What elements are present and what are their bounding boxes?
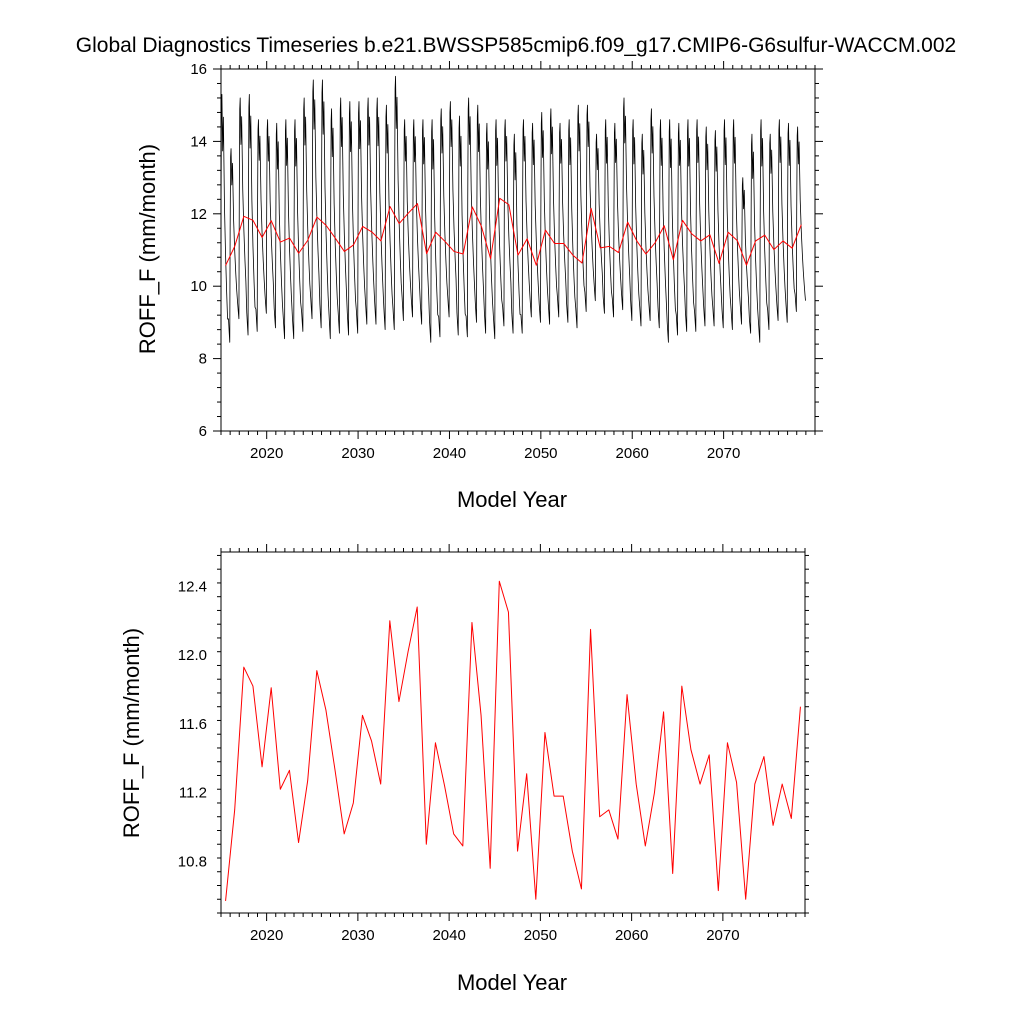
bottom-panel-x-tick-label: 2020 xyxy=(250,927,283,944)
top-panel-x-tick-label: 2060 xyxy=(616,445,649,462)
bottom-panel-y-tick-label: 11.2 xyxy=(179,785,207,802)
bottom-panel-x-tick-label: 2060 xyxy=(615,927,648,944)
bottom-panel: 2020 2030 2040 2050 2060 2070 10.8 11.2 11.6 12.0… xyxy=(119,544,809,995)
chart-title: Global Diagnostics Timeseries b.e21.BWSS… xyxy=(76,34,956,57)
bottom-panel-x-tick-label: 2050 xyxy=(524,927,557,944)
bottom-panel-series-annual-line xyxy=(225,580,801,902)
bottom-panel-y-tick-label: 12.0 xyxy=(178,647,207,664)
top-panel-frame xyxy=(220,68,816,432)
top-panel-x-tick-label: 2050 xyxy=(524,445,557,462)
top-panel-y-tick-label: 14 xyxy=(190,133,207,150)
bottom-panel-x-tick-label: 2040 xyxy=(432,927,465,944)
top-panel-x-tick-label: 2020 xyxy=(250,445,283,462)
bottom-panel-y-axis-title: ROFF_F (mm/month) xyxy=(119,628,144,838)
top-panel-y-tick-label: 8 xyxy=(199,351,207,368)
top-panel-y-tick-label: 6 xyxy=(199,423,207,440)
bottom-panel-y-tick-label: 11.6 xyxy=(179,716,207,733)
top-panel-marks: 2020 2030 2040 2050 2060 2070 6 8 10 12 14 16 xyxy=(190,61,823,462)
bottom-panel-marks: 2020 2030 2040 2050 2060 2070 10.8 11.2 11.6 12.0… xyxy=(178,544,809,944)
top-panel-x-axis-title: Model Year xyxy=(457,487,567,512)
top-panel-y-tick-label: 10 xyxy=(190,278,207,295)
bottom-panel-x-tick-label: 2030 xyxy=(341,927,374,944)
top-panel-x-tick-label: 2070 xyxy=(707,445,740,462)
bottom-panel-x-axis-title: Model Year xyxy=(457,970,567,995)
top-panel-y-tick-label: 12 xyxy=(190,206,207,223)
bottom-panel-y-tick-label: 10.8 xyxy=(178,853,207,870)
top-panel-series-annual-line xyxy=(225,197,802,266)
top-panel-x-tick-label: 2040 xyxy=(433,445,466,462)
top-panel: 2020 2030 2040 2050 2060 2070 6 8 10 12 14 16 Model… xyxy=(135,61,823,512)
top-panel-y-axis-title: ROFF_F (mm/month) xyxy=(135,144,160,354)
top-panel-y-tick-label: 16 xyxy=(190,61,207,78)
bottom-panel-y-tick-label: 12.4 xyxy=(178,578,207,595)
top-panel-series-monthly-line xyxy=(220,75,806,343)
bottom-panel-x-tick-label: 2070 xyxy=(706,927,739,944)
top-panel-x-tick-label: 2030 xyxy=(341,445,374,462)
